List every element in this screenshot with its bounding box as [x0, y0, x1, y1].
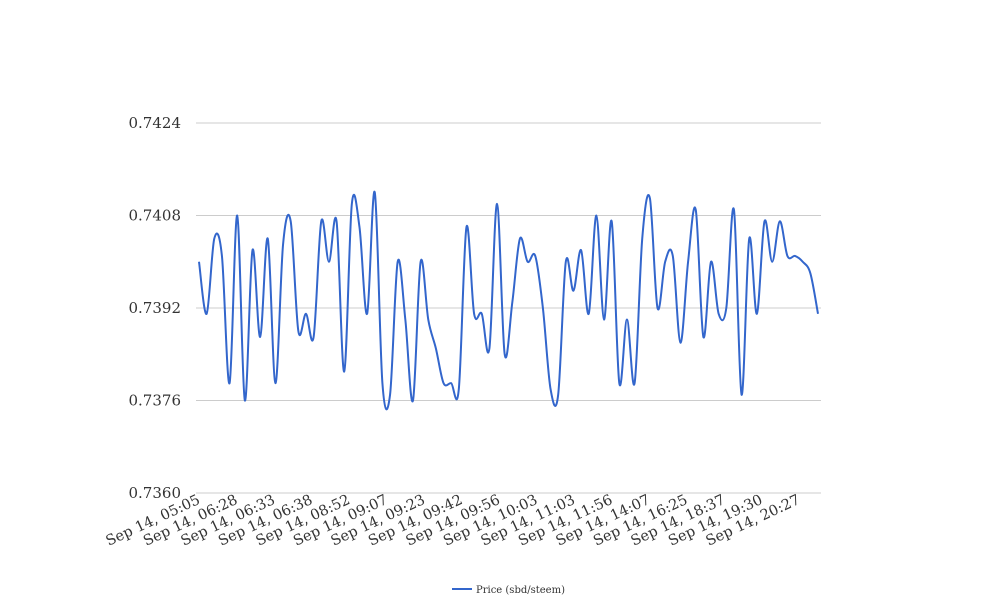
- y-axis-ticks: 0.7424 0.7408 0.7392 0.7376 0.7360: [129, 114, 182, 502]
- y-tick-label: 0.7408: [129, 207, 182, 225]
- series-layer: [198, 191, 819, 411]
- y-tick-label: 0.7360: [129, 484, 182, 502]
- y-tick-label: 0.7424: [129, 114, 182, 132]
- y-tick-label: 0.7392: [129, 299, 182, 317]
- y-tick-label: 0.7376: [129, 392, 182, 410]
- grid-lines: [196, 122, 821, 494]
- series-line-price[interactable]: [198, 191, 819, 411]
- legend[interactable]: Price (sbd/steem): [452, 585, 565, 596]
- legend-label: Price (sbd/steem): [476, 585, 565, 596]
